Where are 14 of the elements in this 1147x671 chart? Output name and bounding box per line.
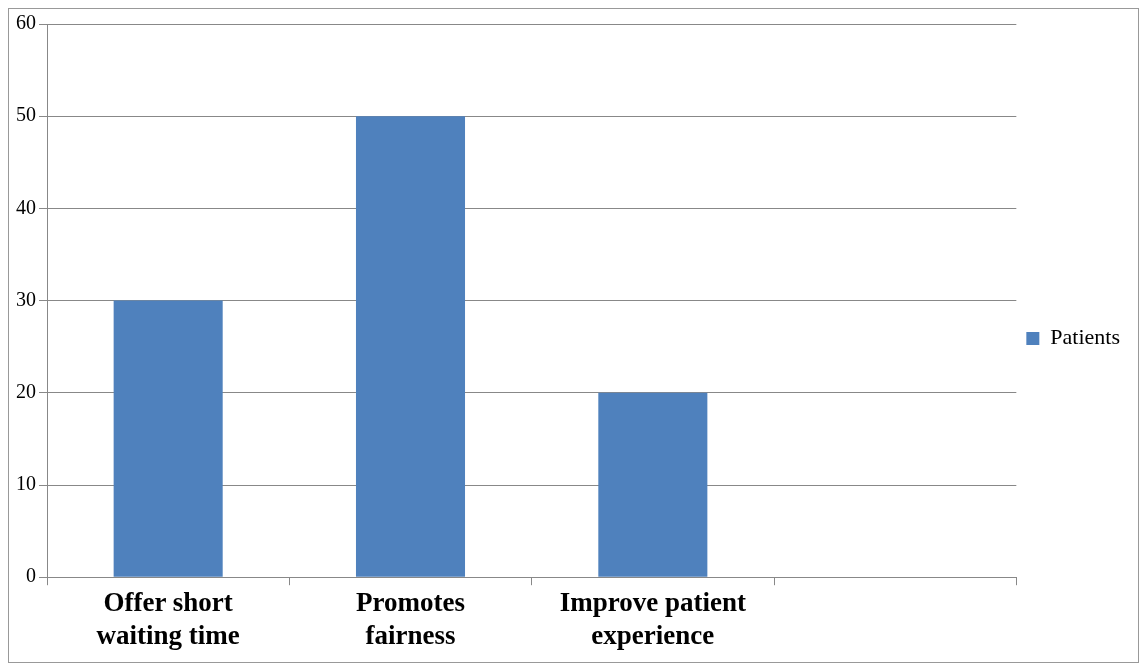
y-tick-label: 10 <box>16 472 36 495</box>
bar <box>355 116 466 577</box>
y-tick-label: 20 <box>16 380 36 403</box>
x-tick-label: Offer short waiting time <box>96 587 240 650</box>
bar <box>598 392 708 577</box>
y-tick-label: 60 <box>16 11 36 34</box>
bar <box>113 300 223 577</box>
y-tick-label: 30 <box>16 287 36 310</box>
y-tick-label: 50 <box>16 103 36 126</box>
y-tick-label: 0 <box>26 564 36 587</box>
x-tick-label: Promotes fairness <box>356 587 465 650</box>
legend-label: Patients <box>1050 324 1121 350</box>
y-tick-label: 40 <box>16 195 36 218</box>
x-tick-label: Improve patient experience <box>559 587 746 650</box>
